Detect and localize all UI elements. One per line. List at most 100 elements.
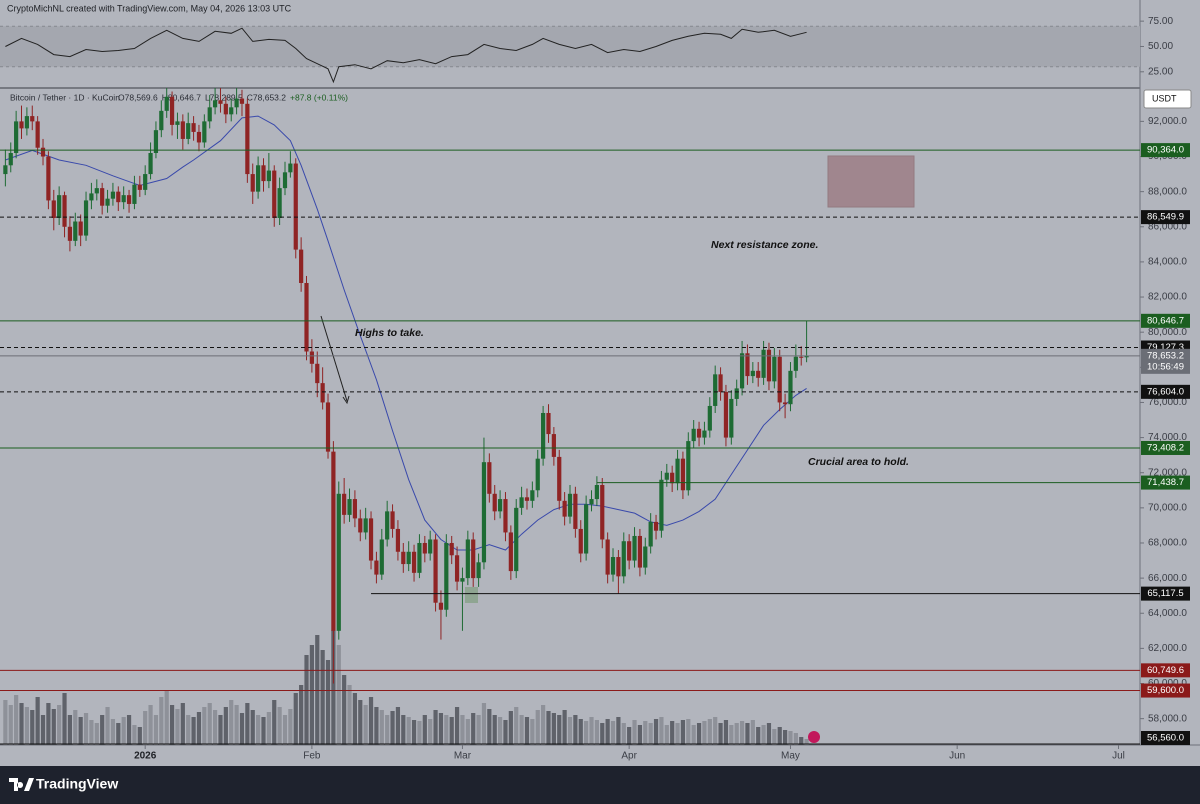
candle-body	[454, 555, 460, 582]
candle-body	[535, 458, 540, 491]
candle-body	[600, 485, 605, 540]
candle-body	[304, 282, 309, 352]
volume-bar	[799, 737, 804, 745]
candle-body	[73, 221, 78, 241]
volume-bar	[143, 711, 148, 745]
candle-body	[143, 174, 148, 190]
candle-body	[288, 163, 293, 173]
ohlc-value: O78,569.6	[118, 92, 158, 102]
y-tick-label: 82,000.0	[1148, 292, 1187, 303]
candle-body	[358, 518, 363, 533]
candle-body	[643, 546, 648, 568]
currency-button[interactable]	[1143, 89, 1192, 109]
candle-body	[696, 428, 702, 438]
candle-body	[282, 172, 288, 189]
candle-body	[503, 499, 508, 533]
level-label-bg	[1141, 475, 1190, 490]
volume-bar	[519, 715, 524, 745]
candle-body	[799, 356, 804, 358]
candle-body	[239, 98, 245, 104]
y-tick-label: 88,000.0	[1148, 186, 1187, 197]
candle-body	[315, 363, 320, 384]
volume-bar	[729, 725, 734, 745]
candle-body	[406, 551, 411, 565]
x-tick-label: Apr	[621, 751, 637, 762]
volume-bar	[35, 697, 40, 745]
candle-body	[578, 528, 583, 554]
candle-body	[83, 200, 89, 236]
candle-body	[67, 226, 73, 241]
volume-bar	[605, 719, 610, 745]
volume-bar	[761, 725, 766, 745]
candle-body	[137, 184, 142, 190]
volume-bar	[379, 710, 384, 745]
volume-bar	[530, 719, 535, 745]
arrow	[320, 315, 348, 402]
volume-bar	[19, 703, 24, 745]
rsi-line	[5, 27, 807, 84]
candle-body	[777, 356, 782, 403]
y-tick-label: 76,000.0	[1148, 397, 1187, 408]
candle-body	[390, 511, 395, 529]
volume-bar	[573, 715, 578, 745]
candle-body	[374, 560, 379, 575]
level-label-bg	[1141, 663, 1190, 678]
logo-badge	[808, 731, 820, 743]
volume-bar	[352, 693, 358, 745]
volume-bar	[610, 721, 616, 745]
candle-body	[153, 130, 159, 153]
y-tick-label: 66,000.0	[1148, 573, 1187, 584]
volume-bar	[772, 729, 777, 745]
volume-bar	[664, 725, 669, 745]
level-label-bg	[1141, 731, 1190, 745]
annotation: Highs to take.	[355, 327, 424, 339]
level-label-bg	[1141, 143, 1190, 158]
currency[interactable]: USDT	[1152, 93, 1177, 103]
candle-body	[40, 147, 46, 157]
y-tick-label: 64,000.0	[1148, 608, 1187, 619]
candle-body	[772, 356, 777, 382]
candle-body	[202, 121, 207, 143]
volume-bar	[433, 710, 438, 745]
candle-body	[277, 188, 282, 218]
volume-bar	[234, 705, 239, 745]
volume-bar	[212, 710, 218, 745]
volume-bar	[3, 700, 8, 745]
candle-body	[557, 456, 562, 501]
candle-body	[89, 193, 94, 201]
resistance-zone	[827, 155, 915, 208]
candle-body	[78, 221, 83, 236]
volume-bar	[78, 717, 83, 745]
volume-bar	[8, 705, 13, 745]
volume-bar	[648, 723, 653, 745]
level-label-bg	[1141, 384, 1190, 399]
volume-bar	[514, 707, 519, 745]
volume-bar	[578, 719, 583, 745]
candle-body	[116, 191, 121, 203]
volume-bar	[347, 685, 352, 745]
candle-body	[100, 188, 105, 206]
candle-body	[24, 116, 29, 129]
volume-bar	[713, 717, 718, 745]
x-tick-label: Mar	[454, 751, 472, 762]
candle-body	[659, 479, 664, 531]
candle-body	[132, 184, 137, 204]
rsi-tick-label: 50.00	[1148, 41, 1173, 52]
candle-body	[616, 557, 621, 577]
candle-body	[245, 103, 250, 175]
candle-body	[594, 485, 599, 500]
volume-bar	[395, 707, 401, 745]
candle-body	[487, 462, 492, 494]
candle-body	[761, 349, 766, 378]
volume-bar	[401, 715, 406, 745]
level-label: 56,560.0	[1147, 733, 1184, 744]
candle-body	[584, 504, 589, 554]
y-tick-label: 80,000.0	[1148, 327, 1187, 338]
credit: CryptoMichNL created with TradingView.co…	[7, 3, 292, 13]
candle-body	[481, 462, 487, 563]
y-tick-label: 74,000.0	[1148, 432, 1187, 443]
volume-bar	[535, 710, 540, 745]
volume-bar	[476, 715, 481, 745]
candle-body	[589, 499, 594, 505]
